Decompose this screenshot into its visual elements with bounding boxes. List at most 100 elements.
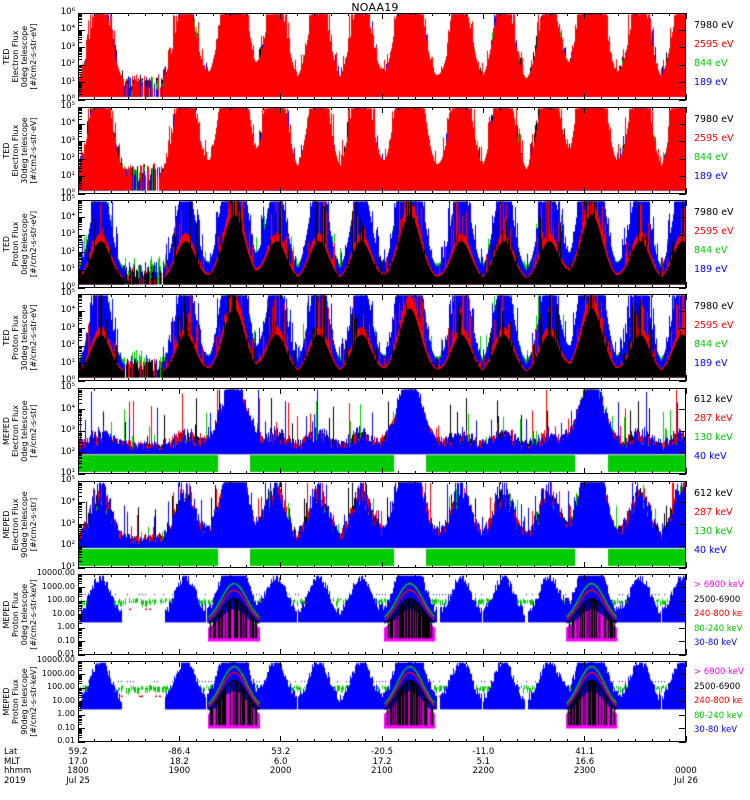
ytick-minor: [78, 729, 82, 731]
xtick-minor-top: [465, 388, 467, 391]
xtick-minor: [499, 97, 501, 100]
xtick-major: [280, 649, 282, 655]
ytick-minor: [78, 21, 82, 23]
xtick-minor-top: [617, 481, 619, 484]
ytick-minor: [78, 364, 82, 366]
ytick-major: [78, 480, 85, 482]
xtick-minor: [94, 97, 96, 100]
ytick-major-right: [679, 674, 686, 675]
xtick-major: [685, 468, 687, 474]
ytick-minor: [78, 32, 82, 34]
xtick-minor: [449, 739, 451, 742]
xtick-minor-top: [533, 661, 535, 664]
xtick-minor-top: [229, 481, 231, 484]
ytick-minor: [78, 347, 82, 349]
xtick-minor-top: [212, 574, 214, 577]
ytick-minor: [78, 527, 82, 529]
ytick-label: 10¹: [60, 562, 75, 572]
xtick-minor: [651, 97, 653, 100]
xtick-minor: [195, 97, 197, 100]
xtick-minor: [415, 285, 417, 288]
ytick-minor: [78, 254, 82, 255]
xtick-minor: [651, 191, 653, 194]
xtick-minor: [601, 471, 603, 474]
ytick-minor: [78, 715, 82, 717]
ytick-minor: [78, 56, 82, 58]
xtick-minor-top: [634, 481, 636, 484]
legend-item: 287 keV: [694, 506, 733, 518]
ytick-minor: [78, 445, 82, 447]
xtick-minor: [161, 97, 163, 100]
ytick-major-right: [679, 12, 686, 14]
ytick-major: [78, 473, 85, 475]
panel-meped-electron-0deg: [78, 388, 686, 474]
ytick-minor: [78, 526, 82, 528]
xtick-minor-top: [668, 481, 670, 484]
ytick-minor: [78, 594, 82, 596]
xtick-major: [482, 649, 484, 655]
ytick-major: [78, 614, 85, 615]
ytick-minor: [78, 621, 82, 623]
ytick-major-right: [679, 328, 686, 330]
ytick-label: 10.00: [52, 695, 75, 705]
ytick-minor: [78, 676, 82, 678]
ytick-major-right: [679, 587, 686, 588]
xtick-minor: [415, 565, 417, 568]
xtick-minor: [145, 565, 147, 568]
xtick-minor: [432, 378, 434, 381]
xtick-minor: [212, 471, 214, 474]
xtick-minor-top: [634, 574, 636, 577]
xtick-minor-top: [499, 107, 501, 110]
ytick-minor: [78, 178, 82, 180]
ytick-minor: [78, 118, 82, 120]
xtick-minor: [229, 285, 231, 288]
ytick-minor: [78, 678, 82, 680]
xtick-minor: [550, 652, 552, 655]
ytick-minor: [78, 632, 82, 634]
xtick-minor-top: [313, 388, 315, 391]
xtick-minor-top: [617, 388, 619, 391]
ytick-major: [78, 310, 85, 312]
xtick-minor: [161, 378, 163, 381]
xtick-major-top: [381, 200, 383, 206]
xtick-minor-top: [567, 13, 569, 16]
xtick-minor: [313, 285, 315, 288]
xtick-minor-top: [567, 200, 569, 203]
xtick-major-top: [482, 107, 484, 113]
xtick-minor-top: [347, 574, 349, 577]
xtick-minor-top: [229, 200, 231, 203]
xtick-minor-top: [415, 574, 417, 577]
xtick-major-top: [178, 661, 180, 667]
ytick-minor: [78, 107, 82, 109]
xtick-minor: [128, 97, 130, 100]
xtick-minor: [145, 378, 147, 381]
ytick-minor: [78, 229, 82, 231]
ytick-minor: [78, 181, 82, 183]
ytick-minor: [78, 335, 82, 337]
xtick-minor: [449, 191, 451, 194]
plot-canvas-meped-electron-0deg: [79, 389, 685, 473]
xtick-minor-top: [617, 107, 619, 110]
ytick-major-right: [679, 430, 686, 432]
xtick-minor-top: [330, 200, 332, 203]
xaxis-value: 41.1: [575, 747, 595, 757]
xtick-major: [280, 562, 282, 568]
ytick-label: 10¹: [60, 468, 75, 478]
xtick-minor: [465, 378, 467, 381]
ytick-major-right: [679, 728, 686, 729]
ytick-minor: [78, 83, 82, 85]
xtick-minor: [617, 565, 619, 568]
ytick-minor: [78, 222, 82, 224]
xtick-minor-top: [364, 294, 366, 297]
xtick-minor: [617, 191, 619, 194]
ytick-minor: [78, 402, 82, 404]
xtick-minor-top: [145, 574, 147, 577]
xtick-major-top: [280, 574, 282, 580]
ytick-minor: [78, 365, 82, 367]
ytick-minor: [78, 390, 82, 392]
xtick-minor-top: [111, 388, 113, 391]
xtick-major-top: [381, 574, 383, 580]
ytick-minor: [78, 717, 82, 719]
ytick-minor: [78, 185, 82, 187]
ytick-minor: [78, 482, 82, 484]
